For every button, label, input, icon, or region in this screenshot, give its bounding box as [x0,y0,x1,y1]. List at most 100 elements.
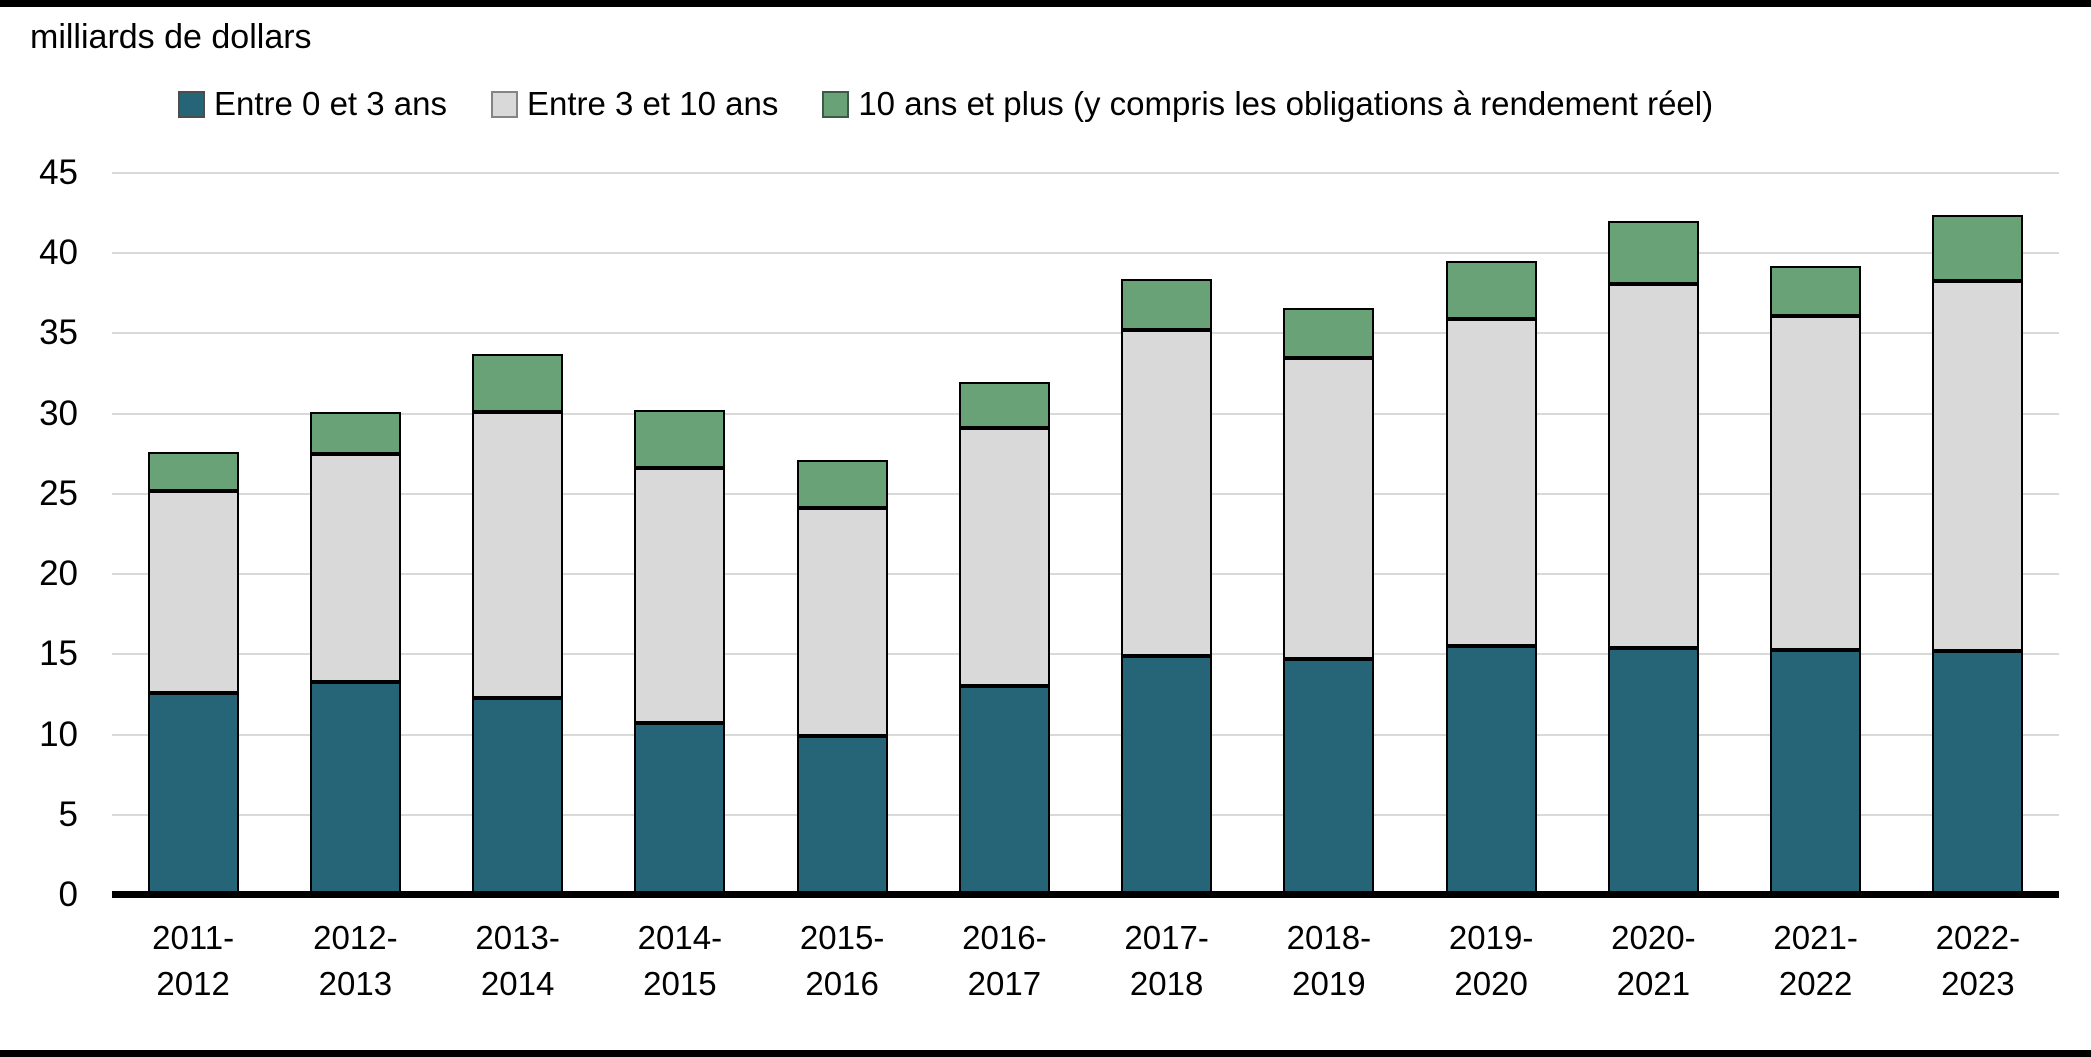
stacked-bar [147,452,239,895]
bar-segment [634,723,726,895]
gridline [112,733,2059,736]
x-tick-line2: 2019 [1292,965,1366,1002]
x-tick-line1: 2020- [1611,919,1696,956]
legend-swatch-teal-icon [178,90,205,118]
bar-segment [958,686,1050,895]
bar-slot [112,173,274,895]
legend-item-10-plus: 10 ans et plus (y compris les obligation… [822,85,1713,123]
bar-segment [796,736,888,895]
x-tick-line1: 2015- [799,919,885,956]
bar-segment [1121,330,1213,656]
bar-segment [1770,315,1862,650]
x-axis-line [112,891,2059,898]
bar-slot [1410,173,1572,895]
bar-slot [1572,173,1734,895]
chart-legend: Entre 0 et 3 ans Entre 3 et 10 ans 10 an… [178,85,1713,123]
stacked-bar [309,412,401,895]
bar-segment [1445,646,1537,895]
x-tick-line2: 2014 [480,965,555,1002]
y-tick-label: 5 [58,794,78,834]
stacked-bar [1607,221,1699,895]
stacked-bar [634,410,726,895]
gridline [112,813,2059,816]
x-tick-line2: 2021 [1616,965,1691,1002]
x-tick-label: 2020- 2021 [1572,915,1734,1007]
bar-segment [1607,283,1699,648]
bar-segment [958,428,1050,687]
x-tick-line2: 2018 [1129,965,1204,1002]
y-tick-label: 10 [39,714,78,754]
bar-segment [1932,214,2024,281]
x-tick-line2: 2016 [805,965,879,1002]
x-tick-line1: 2013- [475,919,560,956]
x-tick-line2: 2012 [156,965,230,1002]
legend-swatch-green-icon [822,90,850,118]
legend-item-3-10: Entre 3 et 10 ans [490,85,779,123]
gridline [112,573,2059,576]
bars-container [112,173,2059,895]
x-tick-line1: 2012- [313,919,398,956]
x-tick-line1: 2022- [1935,919,2021,956]
y-tick-label: 25 [39,473,78,513]
bar-segment [472,354,564,413]
y-tick-label: 20 [39,554,78,594]
bar-segment [309,453,401,682]
bar-segment [309,681,401,895]
stacked-bar [472,354,564,895]
x-tick-label: 2022- 2023 [1897,915,2059,1007]
x-tick-line1: 2019- [1448,919,1534,956]
bar-segment [147,692,239,895]
y-tick-label: 40 [39,233,78,273]
bar-segment [796,508,888,737]
gridline [112,653,2059,656]
bar-segment [1770,266,1862,316]
x-tick-label: 2012- 2013 [274,915,436,1007]
bar-slot [1735,173,1897,895]
stacked-bar [1121,278,1213,895]
bar-segment [1445,261,1537,320]
x-tick-label: 2016- 2017 [923,915,1085,1007]
chart-title: milliards de dollars [30,18,312,56]
stacked-bar [1770,266,1862,895]
stacked-bar [958,381,1050,895]
plot-area [112,172,2059,898]
bar-segment [1445,319,1537,647]
x-tick-label: 2015- 2016 [761,915,923,1007]
bar-segment [1607,647,1699,895]
legend-label: Entre 0 et 3 ans [214,85,447,122]
x-tick-label: 2021- 2022 [1735,915,1897,1007]
legend-label: Entre 3 et 10 ans [526,85,779,122]
bar-segment [958,381,1050,429]
bar-slot [599,173,761,895]
stacked-bar [1932,214,2024,895]
x-tick-line2: 2017 [967,965,1042,1002]
x-tick-label: 2014- 2015 [599,915,761,1007]
x-tick-line2: 2023 [1941,965,2015,1002]
bar-segment [472,697,564,895]
bar-segment [1283,307,1375,358]
x-tick-line1: 2011- [152,919,235,956]
x-tick-line1: 2017- [1124,919,1209,956]
bar-segment [1283,659,1375,895]
y-tick-label: 15 [39,634,78,674]
x-tick-line2: 2013 [318,965,393,1002]
bar-slot [437,173,599,895]
bar-slot [1897,173,2059,895]
x-tick-label: 2013- 2014 [437,915,599,1007]
gridline [112,332,2059,335]
x-tick-line1: 2014- [637,919,723,956]
bar-slot [923,173,1085,895]
x-tick-label: 2019- 2020 [1410,915,1572,1007]
x-tick-line2: 2015 [643,965,717,1002]
bar-segment [147,490,239,693]
bar-segment [147,452,239,491]
y-tick-label: 30 [39,393,78,433]
bar-segment [472,412,564,698]
y-tick-label: 35 [39,313,78,353]
bar-segment [1121,278,1213,331]
bar-segment [1932,651,2024,895]
stacked-bar [1445,261,1537,895]
bar-segment [796,460,888,509]
x-tick-line2: 2022 [1778,965,1853,1002]
